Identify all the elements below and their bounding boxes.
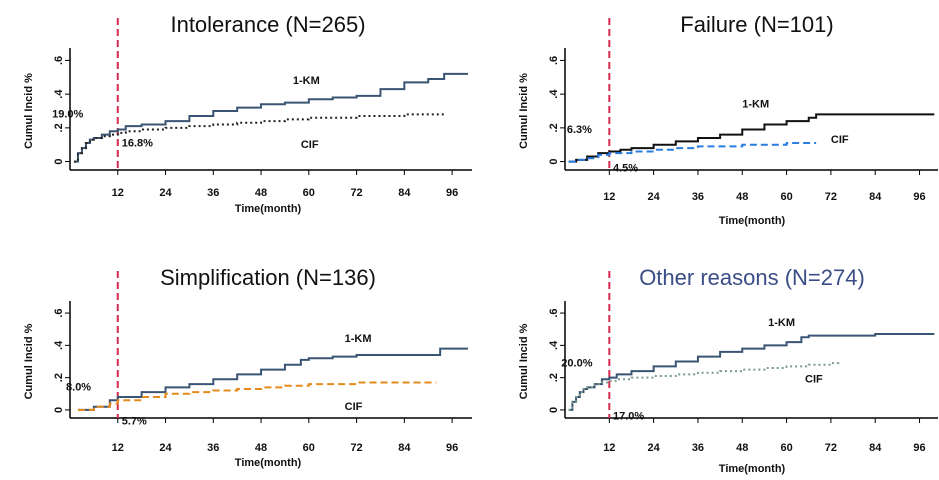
y-tick-label: .2	[53, 123, 65, 132]
x-tick-label: 84	[398, 187, 411, 199]
x-tick-label: 12	[112, 187, 124, 199]
series-cif-line	[568, 361, 840, 411]
y-tick-label: 0	[53, 159, 65, 165]
x-tick-label: 12	[112, 442, 124, 454]
y-tick-label: .4	[548, 340, 560, 350]
annotation-label: 1-KM	[742, 99, 769, 111]
chart-title: Simplification (N=136)	[160, 265, 376, 290]
x-tick-label: 48	[255, 442, 267, 454]
x-tick-label: 24	[159, 442, 172, 454]
chart-title: Intolerance (N=265)	[170, 12, 365, 37]
y-tick-label: .4	[548, 89, 560, 99]
x-tick-label: 24	[648, 442, 661, 454]
x-tick-label: 12	[603, 191, 615, 203]
x-tick-label: 36	[207, 187, 219, 199]
annotation-label: CIF	[301, 139, 319, 151]
series-1-km-line	[568, 333, 935, 411]
series-1-km-line	[77, 347, 469, 411]
annotation-label: 1-KM	[293, 75, 320, 87]
y-tick-label: 0	[53, 407, 65, 413]
y-axis-label: Cumul Incid %	[518, 323, 530, 399]
y-tick-label: .2	[548, 123, 560, 132]
y-tick-label: .4	[53, 89, 65, 99]
y-tick-label: .2	[53, 373, 65, 382]
x-tick-label: 24	[159, 187, 172, 199]
x-tick-label: 84	[869, 442, 882, 454]
annotation-label: 1-KM	[345, 333, 372, 345]
series-cif-line	[77, 381, 437, 411]
x-axis-label: Time(month)	[235, 203, 302, 215]
x-tick-label: 96	[913, 442, 925, 454]
x-tick-label: 96	[446, 442, 458, 454]
x-tick-label: 48	[736, 191, 748, 203]
x-tick-label: 36	[692, 442, 704, 454]
annotation-label: CIF	[345, 401, 363, 413]
series-1-km-line	[73, 72, 469, 163]
series-cif-line	[568, 142, 817, 163]
x-tick-label: 72	[825, 191, 837, 203]
annotation-label: 20.0%	[561, 357, 592, 369]
x-tick-label: 84	[398, 442, 411, 454]
y-axis-label: Cumul Incid %	[23, 73, 35, 149]
x-tick-label: 36	[207, 442, 219, 454]
chart-title: Failure (N=101)	[680, 12, 833, 37]
y-tick-label: .6	[548, 56, 560, 65]
x-tick-label: 60	[303, 187, 315, 199]
annotation-label: 19.0%	[52, 109, 83, 121]
annotation-label: 6.3%	[567, 124, 592, 136]
x-tick-label: 24	[648, 191, 661, 203]
x-tick-label: 60	[303, 442, 315, 454]
x-tick-label: 72	[350, 442, 362, 454]
annotation-label: CIF	[805, 373, 823, 385]
x-axis-label: Time(month)	[719, 215, 786, 227]
y-axis-label: Cumul Incid %	[23, 323, 35, 399]
x-tick-label: 48	[255, 187, 267, 199]
annotation-label: 16.8%	[122, 137, 153, 149]
x-tick-label: 96	[446, 187, 458, 199]
x-tick-label: 72	[825, 442, 837, 454]
y-tick-label: 0	[548, 407, 560, 413]
x-tick-label: 12	[603, 442, 615, 454]
y-tick-label: .6	[53, 308, 65, 317]
annotation-label: CIF	[831, 134, 849, 146]
annotation-label: 5.7%	[122, 415, 147, 427]
annotation-label: 1-KM	[768, 317, 795, 329]
x-tick-label: 60	[780, 442, 792, 454]
chart-title: Other reasons (N=274)	[639, 265, 865, 290]
annotation-label: 17.0%	[613, 411, 644, 423]
y-tick-label: .2	[548, 373, 560, 382]
y-tick-label: .6	[53, 56, 65, 65]
annotation-label: 8.0%	[66, 382, 91, 394]
x-tick-label: 36	[692, 191, 704, 203]
series-1-km-line	[568, 113, 935, 163]
x-tick-label: 84	[869, 191, 882, 203]
x-tick-label: 72	[350, 187, 362, 199]
x-axis-label: Time(month)	[235, 457, 302, 469]
annotation-label: 4.5%	[613, 163, 638, 175]
x-tick-label: 60	[780, 191, 792, 203]
x-axis-label: Time(month)	[719, 463, 786, 475]
y-tick-label: .6	[548, 308, 560, 317]
x-tick-label: 96	[913, 191, 925, 203]
y-axis-label: Cumul Incid %	[518, 73, 530, 149]
x-tick-label: 48	[736, 442, 748, 454]
y-tick-label: 0	[548, 159, 560, 165]
y-tick-label: .4	[53, 340, 65, 350]
